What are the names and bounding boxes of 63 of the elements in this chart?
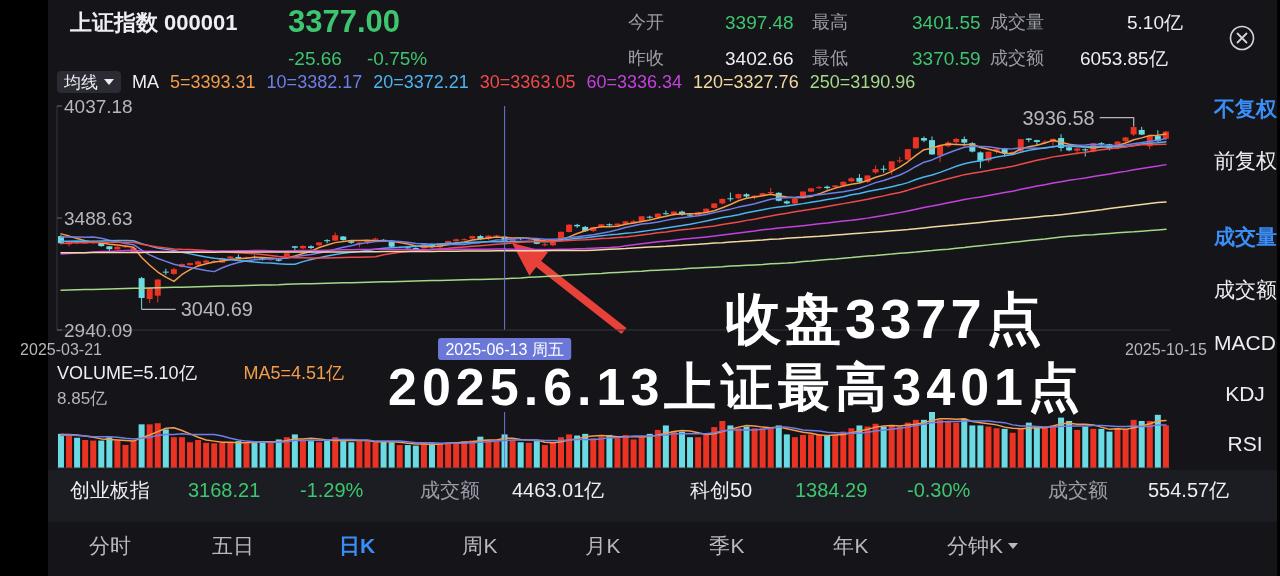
text: 上证指数 000001 (70, 9, 238, 35)
text: 250=3190.96 (809, 71, 916, 92)
text: 均线 (64, 71, 98, 94)
text: -25.66 (288, 47, 342, 69)
text: -0.30% (907, 479, 971, 501)
y-tick-label: 2940.09 (64, 319, 133, 341)
text: 日K (338, 533, 376, 557)
text: -1.29% (300, 479, 364, 501)
x-tick-label: 2025-06-13 周五 (445, 340, 564, 358)
text: 3377.00 (288, 4, 401, 39)
annotation: 2025.6.13上证最高3401点 (388, 358, 1086, 416)
text: 20=3372.21 (373, 71, 469, 92)
text: RSI (1227, 431, 1263, 455)
text: 10=3382.17 (266, 71, 363, 92)
text: MACD (1214, 330, 1276, 354)
text: 30=3363.05 (479, 71, 576, 92)
text: 年K (833, 533, 869, 557)
text: 6053.85亿 (1080, 47, 1168, 69)
x-tick-label: 2025-03-21 (20, 340, 103, 358)
text: 今开 (628, 11, 664, 32)
legend-title: MA (132, 71, 159, 92)
annotation: 收盘3377点 (725, 286, 1046, 350)
text: 科创50 (690, 479, 753, 501)
x-tick-label: 2025-10-15 (1125, 340, 1207, 358)
text: 成交额 (1048, 479, 1108, 501)
text: 8.85亿 (57, 389, 108, 408)
text: MA5=4.51亿 (243, 363, 345, 383)
text: 月K (585, 533, 621, 557)
text: 5=3393.31 (170, 71, 256, 92)
annotation: 3040.69 (180, 298, 253, 321)
text: 分时 (89, 533, 131, 557)
text: 分钟K (946, 533, 1004, 557)
text: 3168.21 (188, 479, 261, 501)
annotation: 3936.58 (1022, 106, 1095, 129)
text: 五日 (212, 533, 254, 557)
y-tick-label: 4037.18 (64, 95, 133, 117)
text: 554.57亿 (1148, 479, 1230, 501)
text: 4463.01亿 (512, 479, 605, 501)
text: 成交额 (420, 479, 480, 501)
text: 最低 (812, 47, 848, 68)
text: KDJ (1225, 381, 1265, 405)
y-tick-label: 3488.63 (64, 207, 133, 229)
text: 3402.66 (725, 47, 794, 69)
text: 成交额 (1213, 277, 1277, 301)
text: 周K (462, 533, 498, 557)
text: 前复权 (1213, 148, 1277, 172)
text: 季K (709, 533, 745, 557)
text: 不复权 (1213, 96, 1277, 120)
text: VOLUME=5.10亿 (57, 363, 197, 383)
text: 3401.55 (912, 11, 981, 33)
text: 1384.29 (795, 479, 868, 501)
text: 成交量 (990, 11, 1044, 32)
text: 120=3327.76 (693, 71, 799, 92)
text: 3397.48 (725, 11, 794, 33)
text: 成交量 (1213, 224, 1277, 248)
text: 60=3336.34 (586, 71, 683, 92)
text: 昨收 (628, 47, 664, 68)
text: 3370.59 (912, 47, 981, 69)
text: 成交额 (990, 47, 1044, 68)
text: 最高 (812, 11, 848, 32)
text: 创业板指 (70, 479, 150, 501)
text: -0.75% (367, 47, 428, 69)
text: 5.10亿 (1127, 11, 1183, 33)
